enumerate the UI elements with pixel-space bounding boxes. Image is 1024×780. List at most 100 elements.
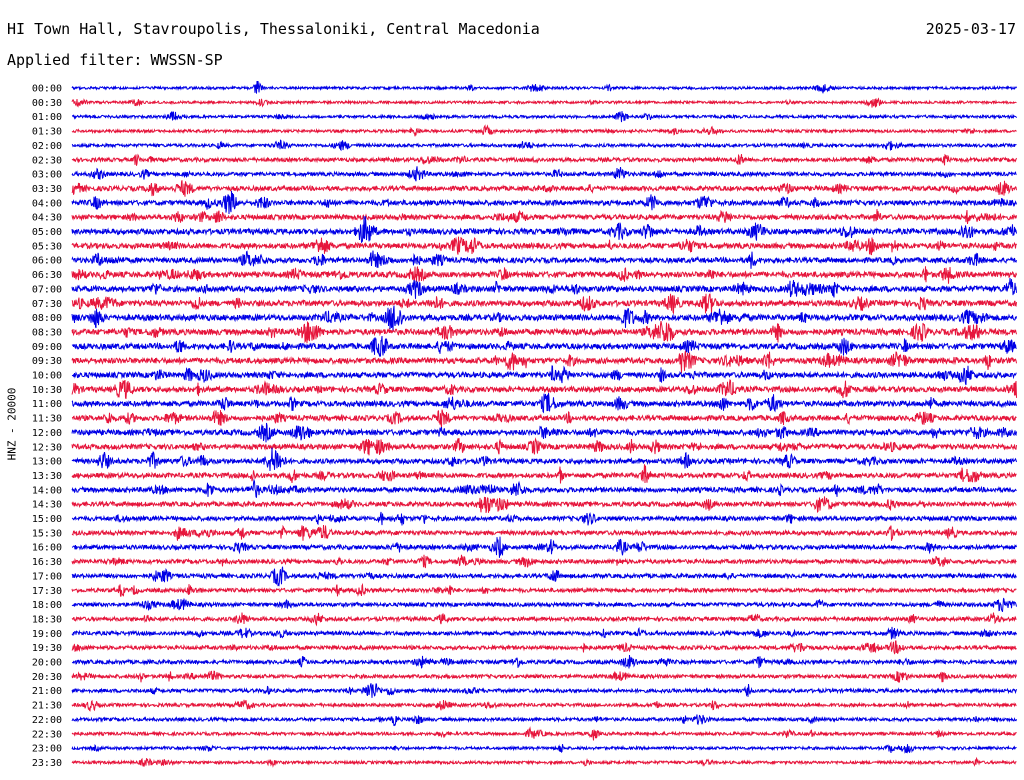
time-tick-label: 20:30 <box>32 672 62 683</box>
time-tick-label: 08:00 <box>32 313 62 324</box>
trace-line <box>71 670 1017 683</box>
trace-line <box>71 743 1017 754</box>
time-tick-label: 05:30 <box>32 241 62 252</box>
trace-line <box>71 464 1017 484</box>
trace-line <box>71 582 1017 597</box>
trace-line <box>71 726 1017 741</box>
time-tick-label: 07:00 <box>32 284 62 295</box>
trace-line <box>71 714 1017 727</box>
time-tick-label: 14:30 <box>32 500 62 511</box>
time-tick-label: 22:00 <box>32 715 62 726</box>
time-tick-label: 11:30 <box>32 414 62 425</box>
trace-line <box>71 554 1017 569</box>
time-tick-label: 01:00 <box>32 112 62 123</box>
trace-line <box>71 597 1017 612</box>
trace-line <box>71 378 1017 399</box>
trace-line <box>71 139 1017 152</box>
time-tick-label: 04:00 <box>32 198 62 209</box>
station-title: HI Town Hall, Stavroupolis, Thessaloniki… <box>7 20 540 38</box>
time-tick-label: 00:30 <box>32 98 62 109</box>
trace-line <box>71 478 1017 498</box>
time-tick-label: 02:30 <box>32 155 62 166</box>
trace-line <box>71 536 1017 558</box>
trace-line <box>71 153 1017 166</box>
trace-line <box>71 321 1017 344</box>
time-tick-label: 22:30 <box>32 729 62 740</box>
time-tick-label: 12:00 <box>32 428 62 439</box>
filter-value: WWSSN-SP <box>150 51 223 69</box>
filter-label: Applied filter: <box>7 51 143 69</box>
time-tick-label: 06:30 <box>32 270 62 281</box>
time-tick-label: 23:00 <box>32 744 62 755</box>
time-tick-label: 23:30 <box>32 758 62 769</box>
time-tick-label: 07:30 <box>32 299 62 310</box>
trace-line <box>71 626 1017 640</box>
trace-line <box>71 409 1017 428</box>
trace-line <box>71 166 1017 182</box>
trace-line <box>71 124 1017 137</box>
trace-line <box>71 437 1017 456</box>
trace-line <box>71 180 1017 197</box>
time-tick-label: 19:00 <box>32 629 62 640</box>
time-tick-label: 01:30 <box>32 127 62 138</box>
trace-line <box>71 209 1017 225</box>
time-tick-label: 19:30 <box>32 643 62 654</box>
time-tick-label: 18:30 <box>32 614 62 625</box>
trace-line <box>71 365 1017 386</box>
trace-line <box>71 422 1017 443</box>
trace-line <box>71 350 1017 374</box>
time-tick-label: 15:00 <box>32 514 62 525</box>
time-tick-label: 13:00 <box>32 457 62 468</box>
filter-line: Applied filter: WWSSN-SP <box>7 51 223 69</box>
time-tick-label: 16:00 <box>32 543 62 554</box>
trace-line <box>71 654 1017 669</box>
time-tick-label: 03:30 <box>32 184 62 195</box>
time-tick-label: 21:00 <box>32 686 62 697</box>
trace-line <box>71 236 1017 256</box>
time-tick-label: 09:00 <box>32 342 62 353</box>
time-tick-label: 18:00 <box>32 600 62 611</box>
time-tick-label: 04:30 <box>32 213 62 224</box>
trace-line <box>71 335 1017 358</box>
trace-line <box>71 215 1017 244</box>
time-tick-label: 11:00 <box>32 399 62 410</box>
trace-line <box>72 111 1017 123</box>
trace-line <box>71 278 1017 299</box>
time-tick-label: 13:30 <box>32 471 62 482</box>
time-tick-label: 14:00 <box>32 485 62 496</box>
trace-line <box>71 566 1017 587</box>
trace-line <box>71 293 1017 315</box>
time-tick-label: 10:30 <box>32 385 62 396</box>
time-tick-label: 12:30 <box>32 442 62 453</box>
trace-line <box>71 305 1017 332</box>
trace-line <box>71 250 1017 269</box>
trace-line <box>71 640 1017 655</box>
trace-line <box>71 447 1017 472</box>
trace-line <box>71 266 1017 284</box>
time-tick-label: 21:30 <box>32 701 62 712</box>
trace-line <box>71 97 1017 108</box>
time-tick-label: 16:30 <box>32 557 62 568</box>
trace-line <box>71 511 1017 526</box>
plot-date: 2025-03-17 <box>925 20 1016 38</box>
time-tick-label: 10:00 <box>32 371 62 382</box>
trace-line <box>71 756 1017 768</box>
time-tick-label: 00:00 <box>32 84 62 95</box>
time-tick-label: 15:30 <box>32 528 62 539</box>
trace-line <box>71 612 1017 627</box>
time-tick-label: 17:00 <box>32 571 62 582</box>
time-tick-label: 08:30 <box>32 327 62 338</box>
trace-line <box>71 699 1017 712</box>
time-tick-label: 05:00 <box>32 227 62 238</box>
time-tick-label: 09:30 <box>32 356 62 367</box>
trace-line <box>71 190 1017 215</box>
trace-line <box>71 683 1017 698</box>
trace-line <box>71 524 1017 541</box>
trace-line <box>71 393 1017 414</box>
time-tick-label: 02:00 <box>32 141 62 152</box>
time-tick-label: 06:00 <box>32 256 62 267</box>
trace-line <box>71 80 1017 94</box>
time-tick-label: 20:00 <box>32 658 62 669</box>
time-tick-label: 03:00 <box>32 170 62 181</box>
